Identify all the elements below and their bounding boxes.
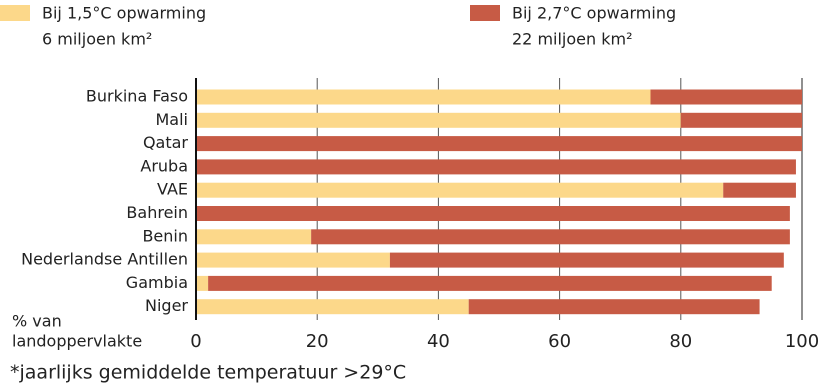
footnote: *jaarlijks gemiddelde temperatuur >29°C [10, 362, 406, 384]
bar-segment [196, 159, 796, 175]
bar-segment [468, 299, 760, 315]
legend-note: 22 miljoen km² [512, 30, 633, 49]
y-tick-label: Nederlandse Antillen [21, 250, 188, 269]
y-tick-label: Niger [145, 296, 188, 315]
y-tick-label: Aruba [140, 156, 188, 175]
bar-segment [208, 275, 772, 291]
bar-segment [311, 229, 790, 245]
x-tick-label: 20 [306, 331, 329, 352]
bar-segment [196, 229, 312, 245]
legend-swatch [470, 5, 500, 21]
bar-segment [196, 299, 469, 315]
y-tick-label: Mali [156, 110, 189, 129]
bar-segment [196, 206, 790, 221]
bar-segment [723, 182, 796, 198]
x-tick-label: 0 [190, 331, 201, 352]
y-tick-label: VAE [157, 180, 188, 199]
bar-segment [680, 112, 802, 128]
x-tick-label: 80 [669, 331, 692, 352]
y-tick-label: Qatar [143, 133, 188, 152]
y-tick-label: Benin [142, 226, 188, 245]
axis-label: landoppervlakte [12, 332, 142, 351]
legend-label: Bij 1,5°C opwarming [42, 4, 206, 23]
bar-segment [196, 275, 209, 291]
y-tick-label: Gambia [126, 273, 188, 292]
bar-segment [196, 136, 802, 152]
bar-segment [196, 182, 724, 198]
x-tick-label: 40 [427, 331, 450, 352]
bar-segment [196, 252, 390, 268]
x-tick-label: 100 [785, 331, 819, 352]
bar-segment [196, 112, 681, 128]
legend-note: 6 miljoen km² [42, 30, 152, 49]
bar-segment [650, 89, 802, 105]
legend-swatch [0, 5, 30, 21]
axis-label: % van [12, 312, 62, 331]
y-tick-label: Bahrein [126, 203, 188, 222]
legend-label: Bij 2,7°C opwarming [512, 4, 676, 23]
y-tick-label: Burkina Faso [86, 87, 188, 106]
bar-segment [196, 89, 651, 105]
x-tick-label: 60 [548, 331, 571, 352]
bar-segment [389, 252, 784, 268]
